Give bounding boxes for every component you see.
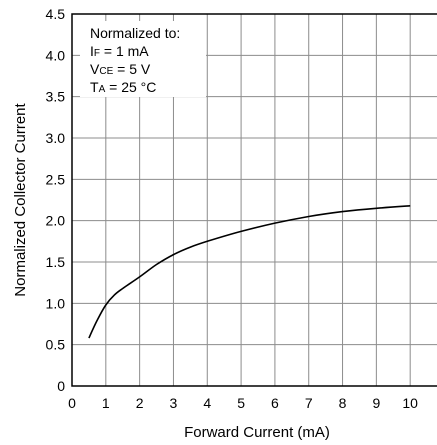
x-tick-labels: 0 1 2 3 4 5 6 7 8 9 10 <box>68 395 418 411</box>
annotation-line-vce: VCE = 5 V <box>90 61 151 77</box>
x-tick-label: 1 <box>102 395 110 411</box>
annotation-line-ta: TA = 25 °C <box>90 79 156 95</box>
x-axis-label: Forward Current (mA) <box>184 424 330 441</box>
x-tick-label: 9 <box>372 395 380 411</box>
y-tick-label: 1.5 <box>46 254 66 270</box>
y-tick-label: 2.0 <box>46 213 66 229</box>
y-tick-label: 3.5 <box>46 89 66 105</box>
x-tick-label: 10 <box>402 395 418 411</box>
y-tick-label: 4.5 <box>46 6 66 22</box>
y-tick-label: 0.5 <box>46 337 66 353</box>
x-tick-label: 4 <box>203 395 211 411</box>
x-tick-label: 3 <box>170 395 178 411</box>
series-layer <box>88 205 411 339</box>
y-axis-label: Normalized Collector Current <box>12 102 29 296</box>
x-tick-label: 5 <box>237 395 245 411</box>
y-tick-label: 3.0 <box>46 130 66 146</box>
x-tick-label: 6 <box>271 395 279 411</box>
y-tick-labels: 0 0.5 1.0 1.5 2.0 2.5 3.0 3.5 4.0 4.5 <box>46 6 66 394</box>
plot-frame <box>71 13 437 387</box>
series-line <box>88 205 411 339</box>
x-tick-label: 8 <box>339 395 347 411</box>
x-tick-label: 7 <box>305 395 313 411</box>
x-tick-label: 2 <box>136 395 144 411</box>
y-tick-label: 0 <box>57 378 65 394</box>
y-tick-label: 2.5 <box>46 171 66 187</box>
annotation-title: Normalized to: <box>90 25 180 41</box>
grid <box>72 14 437 386</box>
annotation-line-if: IF = 1 mA <box>90 43 149 59</box>
y-tick-label: 1.0 <box>46 295 66 311</box>
x-tick-label: 0 <box>68 395 76 411</box>
y-tick-label: 4.0 <box>46 47 66 63</box>
annotation-box <box>80 21 206 97</box>
